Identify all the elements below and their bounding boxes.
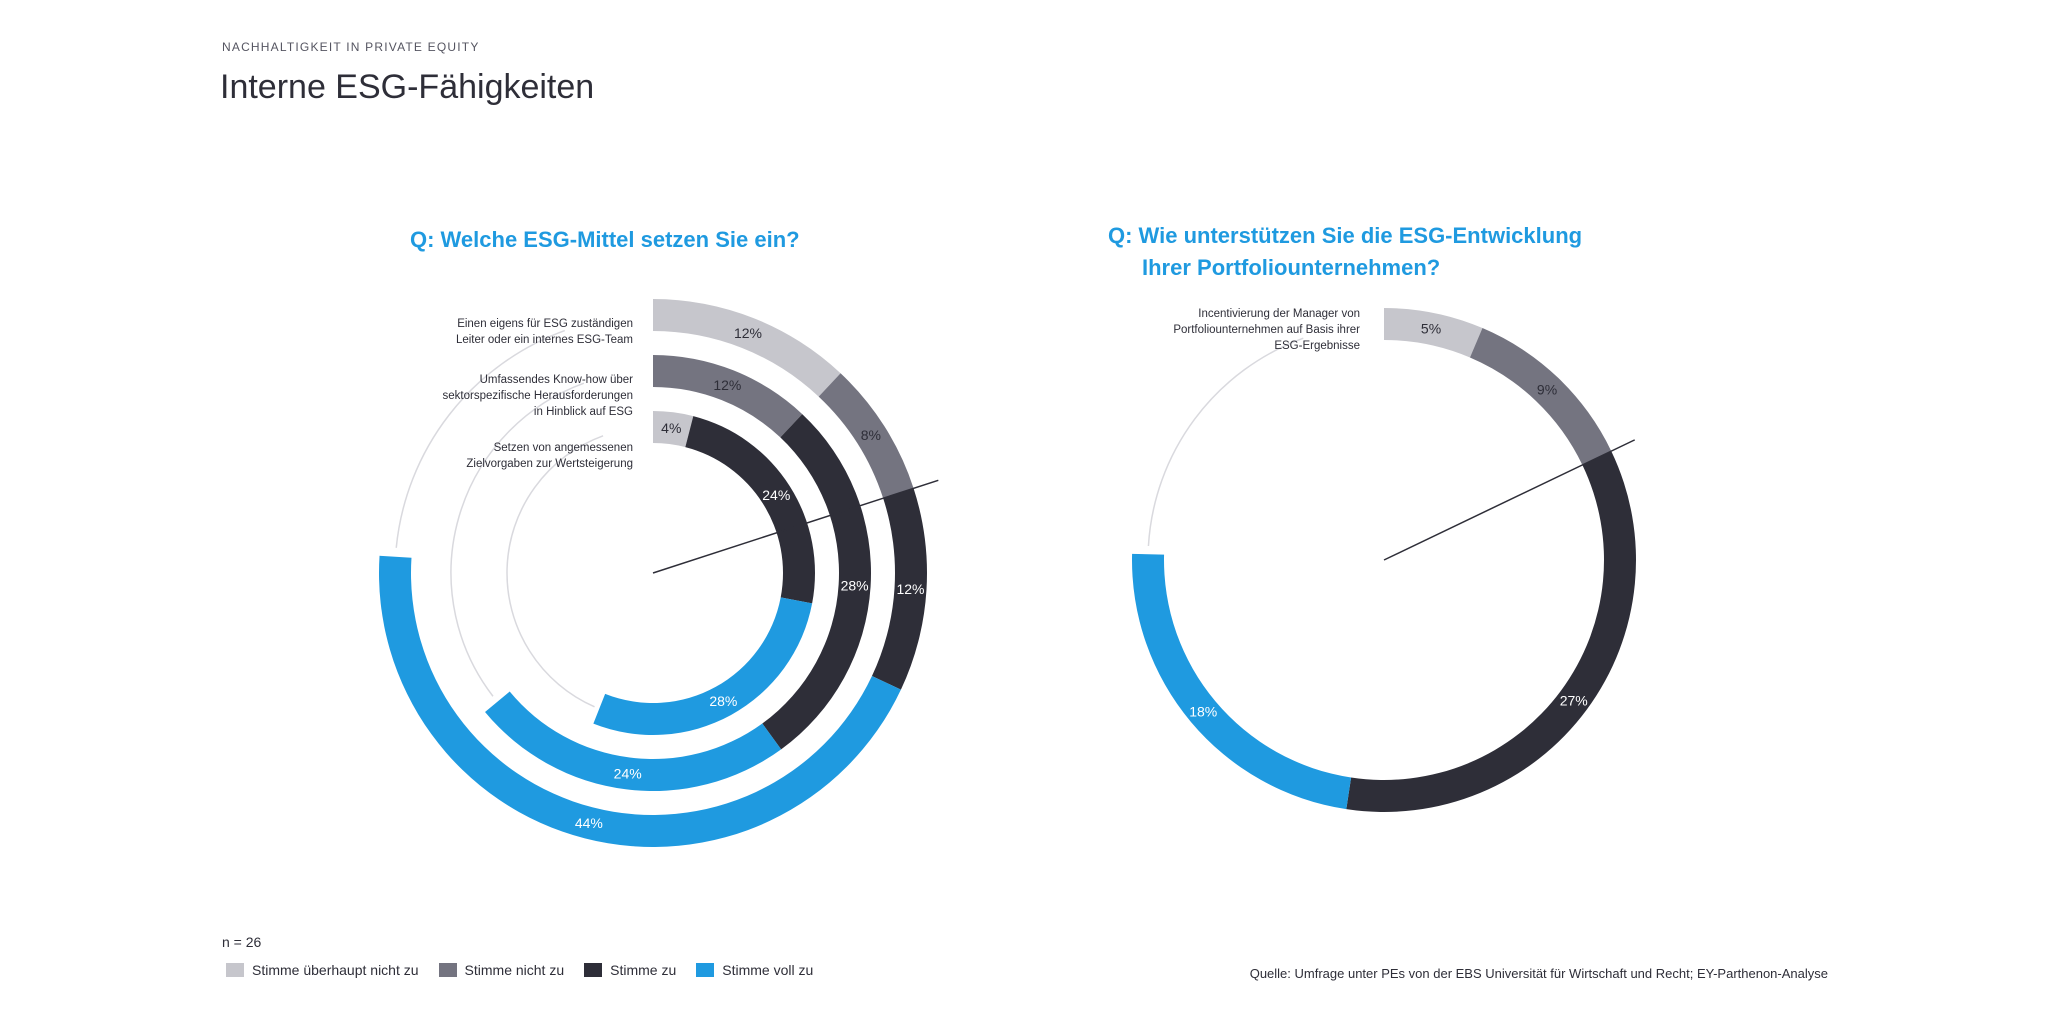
chart1-ring1-track [395,329,566,548]
chart1-ring1-segment-ueberhaupt-nicht [653,299,841,397]
chart1-ring3-value-label-ueberhaupt-nicht: 4% [661,420,681,436]
ring-label-incentivierung-line2: Portfoliounternehmen auf Basis ihrer [1173,324,1360,336]
legend-label-nicht: Stimme nicht zu [464,962,565,978]
chart1-ring3-track [506,435,604,708]
ring-label-incentivierung-line1: Incentivierung der Manager von [1198,308,1360,320]
ring-label-incentivierung-line3: ESG-Ergebnisse [1274,340,1360,352]
legend-item-ueberhaupt-nicht: Stimme überhaupt nicht zu [226,962,419,978]
chart1-divider-line [652,479,939,574]
ring-label-know-how: Umfassendes Know-how über sektorspezifis… [443,372,634,420]
chart1-ring3-segment-voll [593,597,813,735]
legend-swatch-ueberhaupt-nicht [226,963,244,977]
legend-swatch-nicht [438,963,457,977]
legend-swatch-voll [696,963,715,977]
chart1-ring1-segment-nicht [818,373,914,499]
legend-item-nicht: Stimme nicht zu [438,962,565,978]
chart1-ring2-segment-nicht [653,355,803,438]
legend-item-zu: Stimme zu [584,962,676,978]
ring-label-esg-team: Einen eigens für ESG zuständigen Leiter … [456,316,633,348]
chart2-ring1-value-label-nicht: 9% [1537,381,1557,397]
chart2-ring1-value-label-ueberhaupt-nicht: 5% [1421,321,1441,337]
chart1-ring1-value-label-voll: 44% [575,815,603,831]
chart1-ring3-segment-zu [685,416,815,604]
chart2-ring1-segment-ueberhaupt-nicht [1384,308,1483,358]
chart1-ring3-segment-ueberhaupt-nicht [653,411,694,448]
chart2-divider-line [1383,439,1636,561]
ring-label-zielvorgaben-line1: Setzen von angemessenen [493,442,633,454]
right-chart-question-line2: Ihrer Portfoliounternehmen? [1142,255,1441,280]
ring-label-know-how-line2: sektorspezifische Herausforderungen [442,390,634,402]
ring-label-esg-team-line1: Einen eigens für ESG zuständigen [457,318,633,330]
ring-label-zielvorgaben-line2: Zielvorgaben zur Wertsteigerung [466,458,633,470]
chart1-ring2-track [450,382,585,697]
chart1-ring2-segment-voll [485,691,782,791]
ring-label-incentivierung: Incentivierung der Manager von Portfolio… [1173,306,1360,354]
ring-label-esg-team-line2: Leiter oder ein internes ESG-Team [455,334,633,346]
page-title: Interne ESG-Fähigkeiten [220,68,595,106]
chart1-ring1-value-label-zu: 12% [896,581,924,597]
section-supertitle: NACHHALTIGKEIT IN PRIVATE EQUITY [222,40,480,54]
legend-item-voll: Stimme voll zu [696,962,813,978]
chart1-ring1-segment-zu [871,488,927,690]
legend-label-zu: Stimme zu [610,962,677,978]
legend-label-voll: Stimme voll zu [722,962,814,978]
chart2-ring1-segment-voll [1132,553,1352,810]
ring-label-know-how-line3: in Hinblick auf ESG [533,406,633,418]
chart2-ring1-segment-zu [1346,451,1637,813]
chart2-ring1-segment-nicht [1469,328,1612,465]
right-chart-question: Q: Wie unterstützen Sie die ESG-Entwickl… [1108,220,1708,284]
source-note: Quelle: Umfrage unter PEs von der EBS Un… [1249,966,1828,981]
ring-label-know-how-line1: Umfassendes Know-how über [479,374,633,386]
legend-swatch-zu [584,963,603,977]
chart1-ring1-segment-voll [379,555,901,847]
chart1-ring1-value-label-nicht: 8% [861,427,881,443]
legend: Stimme überhaupt nicht zu Stimme nicht z… [226,962,813,978]
chart1-ring2-value-label-zu: 28% [841,578,869,594]
right-chart-question-line1: Q: Wie unterstützen Sie die ESG-Entwickl… [1108,223,1583,248]
chart1-ring1-value-label-ueberhaupt-nicht: 12% [734,325,762,341]
chart1-ring2-segment-zu [762,414,872,750]
ring-label-zielvorgaben: Setzen von angemessenen Zielvorgaben zur… [466,440,633,472]
chart2-ring1-value-label-zu: 27% [1560,692,1588,708]
sample-size: n = 26 [222,934,262,950]
legend-label-ueberhaupt-nicht: Stimme überhaupt nicht zu [252,962,419,978]
chart1-ring3-value-label-voll: 28% [709,693,737,709]
chart1-ring2-value-label-voll: 24% [614,765,642,781]
chart1-ring2-value-label-nicht: 12% [713,377,741,393]
left-chart-question: Q: Welche ESG-Mittel setzen Sie ein? [410,227,800,252]
chart2-ring1-track [1147,337,1304,547]
chart1-ring3-value-label-zu: 24% [762,487,790,503]
chart2-ring1-value-label-voll: 18% [1189,704,1217,720]
